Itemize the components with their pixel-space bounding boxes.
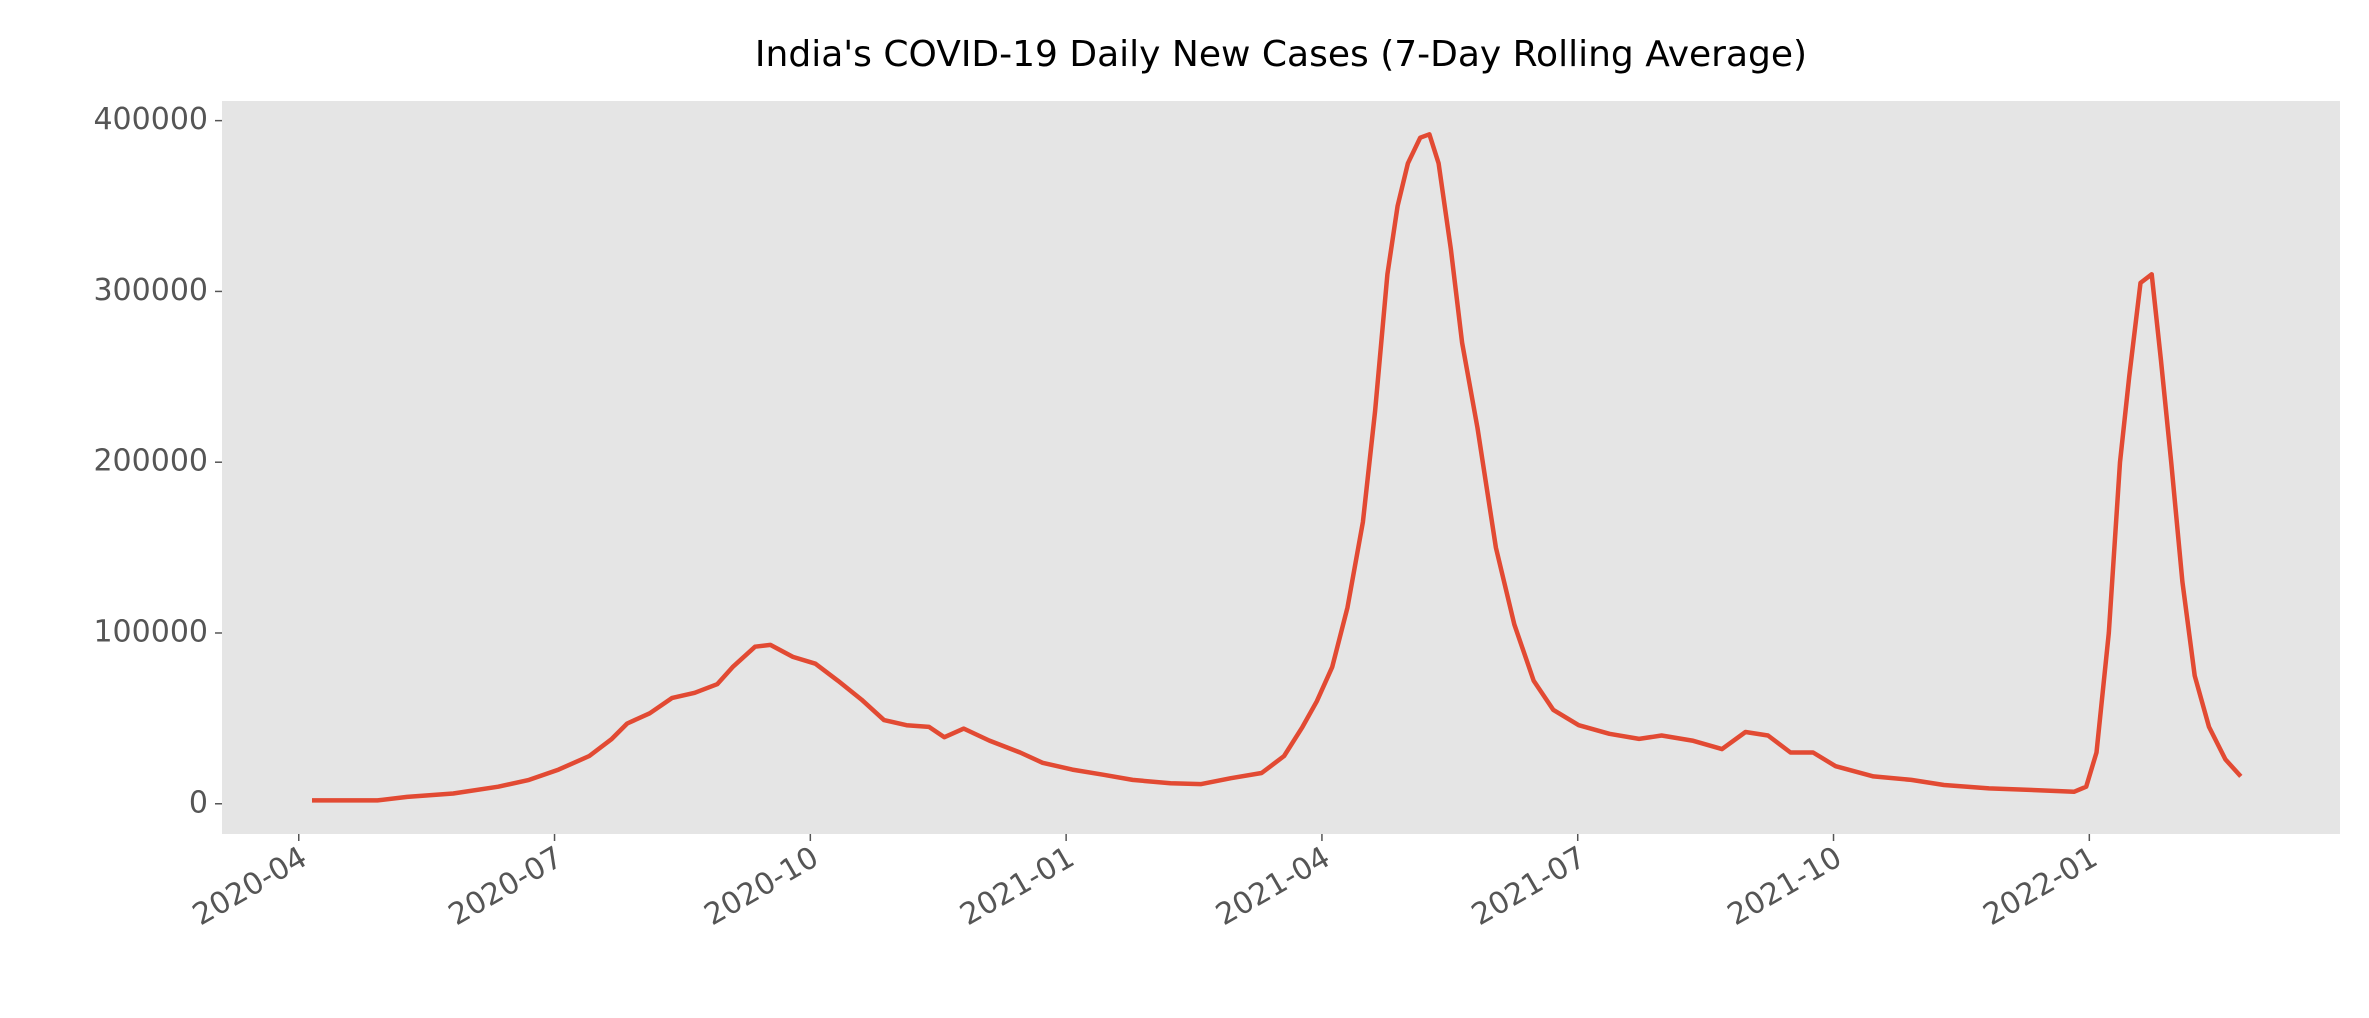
y-tick-label: 100000 <box>93 614 208 649</box>
x-tick-label: 2021-07 <box>1466 840 1592 933</box>
plot-area <box>222 101 2340 834</box>
x-tick-label: 2020-07 <box>443 840 569 933</box>
y-tick-label: 300000 <box>93 273 208 308</box>
y-tick-label: 200000 <box>93 444 208 479</box>
x-tick-label: 2020-10 <box>699 840 825 933</box>
y-tick-label: 0 <box>189 785 208 820</box>
x-tick-label: 2021-01 <box>954 840 1080 933</box>
line-series <box>312 132 2243 803</box>
y-tick-label: 400000 <box>93 102 208 137</box>
chart-title: India's COVID-19 Daily New Cases (7-Day … <box>755 34 1807 75</box>
x-tick-label: 2021-04 <box>1210 840 1336 933</box>
x-tick-label: 2022-01 <box>1978 840 2104 933</box>
x-tick-label: 2021-10 <box>1722 840 1848 933</box>
x-tick-label: 2020-04 <box>187 840 313 933</box>
